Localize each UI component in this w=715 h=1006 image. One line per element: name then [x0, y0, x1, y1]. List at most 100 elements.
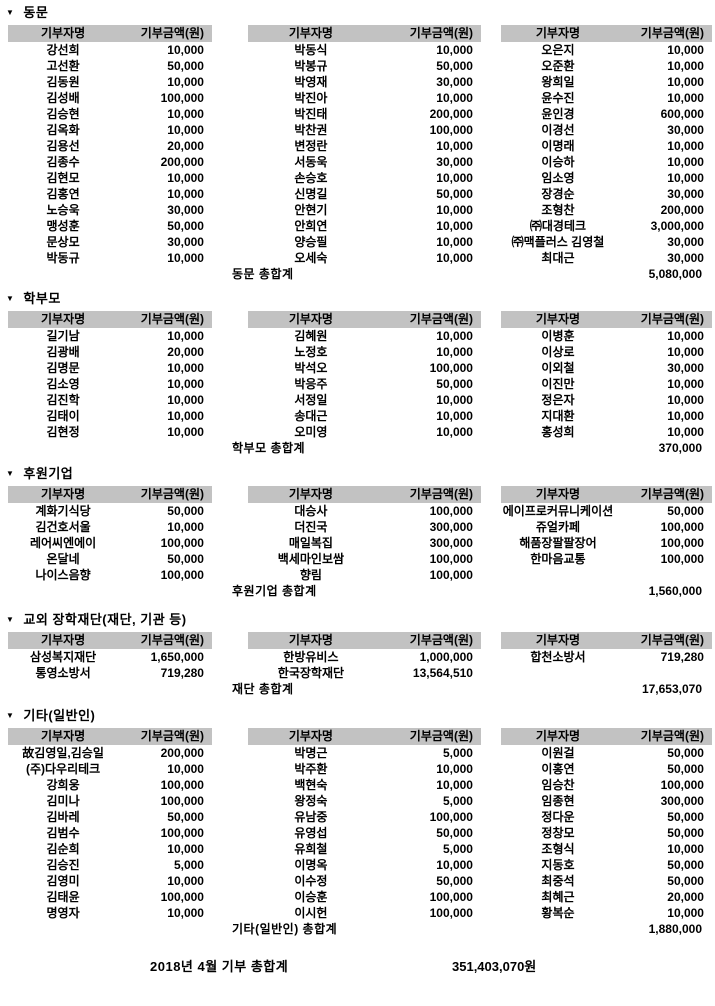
donation-amount-cell: 10,000 — [667, 139, 704, 153]
donor-name-header: 기부자명 — [40, 26, 86, 40]
donation-amount-cell: 10,000 — [167, 842, 204, 856]
table-row: 나이스음향 100,000 — [8, 567, 212, 583]
donor-name-cell: 김현모 — [46, 171, 80, 185]
donation-amount-cell: 100,000 — [160, 890, 204, 904]
table-row: 노승욱 30,000 — [8, 202, 212, 218]
subtotal-value: 1,880,000 — [648, 922, 702, 936]
table-row: 박석오 100,000 — [248, 360, 481, 376]
section-title: ▼ 동문 — [0, 5, 715, 21]
donation-amount-header: 기부금액(원) — [640, 312, 704, 326]
donor-name-cell: 이명래 — [541, 139, 575, 153]
donation-amount-cell: 10,000 — [436, 203, 473, 217]
donor-name-cell: 삼성복지재단 — [29, 650, 97, 664]
donation-amount-header: 기부금액(원) — [640, 633, 704, 647]
donor-name-cell: 김성배 — [46, 91, 80, 105]
donation-amount-cell: 10,000 — [436, 858, 473, 872]
donation-amount-cell: 10,000 — [667, 842, 704, 856]
donor-name-cell: 김용선 — [46, 139, 80, 153]
subtotal-row: 후원기업 총합계 1,560,000 — [0, 583, 715, 599]
donor-name-cell: 문상모 — [46, 235, 80, 249]
table-row: 해품장팔팔장어 100,000 — [501, 535, 712, 551]
donor-name-cell: 이승훈 — [294, 890, 328, 904]
donor-name-cell: 이경선 — [541, 123, 575, 137]
table-row: 김명문 10,000 — [8, 360, 212, 376]
table-row: 박주환 10,000 — [248, 761, 481, 777]
donor-name-cell: 김소영 — [46, 377, 80, 391]
donation-amount-cell: 50,000 — [436, 59, 473, 73]
donor-name-cell: 박석오 — [294, 361, 328, 375]
donor-name-cell: 정은자 — [541, 393, 575, 407]
table-row: 이승하 10,000 — [501, 154, 712, 170]
donor-name-cell: 신명길 — [294, 187, 328, 201]
donation-amount-cell: 10,000 — [436, 345, 473, 359]
donor-name-cell: 안희연 — [294, 219, 328, 233]
table-row: 김미나 100,000 — [8, 793, 212, 809]
donor-name-cell: 이명옥 — [294, 858, 328, 872]
table-header-row: 기부자명 기부금액(원) — [501, 25, 712, 42]
donation-amount-cell: 10,000 — [667, 906, 704, 920]
grand-total-label: 2018년 4월 기부 총합계 — [150, 959, 289, 974]
donation-amount-cell: 10,000 — [167, 43, 204, 57]
collapse-triangle-icon[interactable]: ▼ — [6, 8, 15, 17]
donation-amount-cell: 10,000 — [667, 59, 704, 73]
donor-name-cell: 임종현 — [541, 794, 575, 808]
donation-amount-cell: 10,000 — [436, 235, 473, 249]
donation-amount-cell: 10,000 — [667, 425, 704, 439]
donation-amount-cell: 10,000 — [167, 874, 204, 888]
donor-name-cell: 박동규 — [46, 251, 80, 265]
donation-amount-cell: 30,000 — [167, 235, 204, 249]
donation-amount-cell: 1,000,000 — [419, 650, 473, 664]
table-header-row: 기부자명 기부금액(원) — [8, 632, 212, 649]
collapse-triangle-icon[interactable]: ▼ — [6, 615, 15, 624]
donation-amount-cell: 100,000 — [429, 123, 473, 137]
donation-amount-cell: 100,000 — [429, 568, 473, 582]
tables-row: 기부자명 기부금액(원) 길기남 10,000 김광배 20,000 김명문 10,000 김소… — [0, 311, 715, 440]
donation-amount-cell: 600,000 — [660, 107, 704, 121]
donation-amount-cell: 10,000 — [167, 123, 204, 137]
table-row: 김혜원 10,000 — [248, 328, 481, 344]
table-row: 이경선 30,000 — [501, 122, 712, 138]
donation-amount-cell: 10,000 — [167, 361, 204, 375]
donation-amount-cell: 100,000 — [660, 778, 704, 792]
table-row: 김홍연 10,000 — [8, 186, 212, 202]
collapse-triangle-icon[interactable]: ▼ — [6, 469, 15, 478]
donation-amount-cell: 10,000 — [667, 329, 704, 343]
donor-name-cell: 조형찬 — [541, 203, 575, 217]
section-title: ▼ 후원기업 — [0, 466, 715, 482]
donation-amount-cell: 20,000 — [167, 139, 204, 153]
table-row: 박진아 10,000 — [248, 90, 481, 106]
donation-amount-cell: 10,000 — [167, 393, 204, 407]
donation-amount-cell: 30,000 — [667, 361, 704, 375]
table-row: ㈜맥플러스 김영철 30,000 — [501, 234, 712, 250]
table-row: 김종수 200,000 — [8, 154, 212, 170]
subtotal-label: 기타(일반인) 총합계 — [232, 922, 338, 936]
table-row: 장경순 30,000 — [501, 186, 712, 202]
donor-name-cell: 왕희일 — [541, 75, 575, 89]
donor-name-cell: 김미나 — [46, 794, 80, 808]
tables-row: 기부자명 기부금액(원) 강선희 10,000 고선환 50,000 김동원 10,000 김성… — [0, 25, 715, 266]
table-header-row: 기부자명 기부금액(원) — [248, 311, 481, 328]
table-row: 문상모 30,000 — [8, 234, 212, 250]
table-row: 김바레 50,000 — [8, 809, 212, 825]
table-row: 박찬권 100,000 — [248, 122, 481, 138]
donation-amount-cell: 5,000 — [442, 842, 473, 856]
donation-amount-cell: 100,000 — [429, 552, 473, 566]
section-title: ▼ 기타(일반인) — [0, 708, 715, 724]
collapse-triangle-icon[interactable]: ▼ — [6, 711, 15, 720]
subtotal-label: 동문 총합계 — [232, 267, 294, 281]
table-row: 삼성복지재단 1,650,000 — [8, 649, 212, 665]
table-row: 길기남 10,000 — [8, 328, 212, 344]
tables-row: 기부자명 기부금액(원) 삼성복지재단 1,650,000 통영소방서 719,280 기부… — [0, 632, 715, 681]
donation-amount-cell: 200,000 — [160, 746, 204, 760]
donor-table: 기부자명 기부금액(원) 에이프로커뮤니케이션 50,000 쥬얼카페 100,000 해품… — [501, 486, 712, 567]
donation-amount-cell: 10,000 — [667, 91, 704, 105]
donation-amount-cell: 100,000 — [160, 536, 204, 550]
table-row: 지대환 10,000 — [501, 408, 712, 424]
table-row: 서정일 10,000 — [248, 392, 481, 408]
donation-amount-cell: 10,000 — [667, 409, 704, 423]
donor-name-cell: 이시헌 — [294, 906, 328, 920]
section-3: ▼ 교외 장학재단(재단, 기관 등) 기부자명 기부금액(원) 삼성복지재단 1,650… — [0, 612, 715, 697]
collapse-triangle-icon[interactable]: ▼ — [6, 294, 15, 303]
table-header-row: 기부자명 기부금액(원) — [501, 486, 712, 503]
subtotal-row: 학부모 총합계 370,000 — [0, 440, 715, 456]
